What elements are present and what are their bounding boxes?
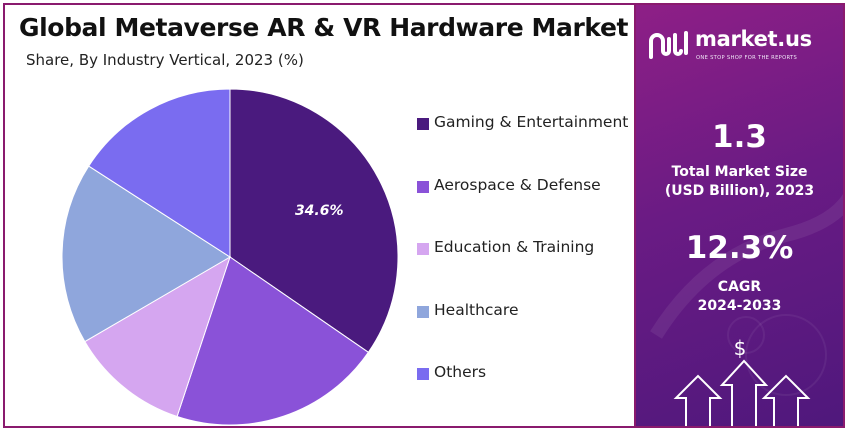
- legend-swatch: [417, 243, 429, 255]
- brand-name: market.us: [695, 27, 812, 51]
- legend-label: Education & Training: [434, 238, 595, 256]
- dollar-icon: $: [734, 336, 747, 360]
- arrows-background-graphic: $: [650, 193, 843, 426]
- market-size-value: 1.3: [712, 119, 767, 155]
- data-label-gaming-and-entertainment: 34.6%: [295, 203, 344, 219]
- pie-slice-aerospace-and-defense: [176, 256, 370, 426]
- brand: market.us ONE STOP SHOP FOR THE REPORTS: [648, 27, 838, 67]
- cagr-value: 12.3%: [685, 230, 794, 266]
- legend-label: Healthcare: [434, 300, 519, 319]
- legend-swatch: [417, 118, 429, 130]
- chart-title: Global Metaverse AR & VR Hardware Market: [19, 13, 629, 42]
- cagr-period: 2024-2033: [697, 298, 782, 314]
- market-us-logo-icon: [649, 31, 688, 59]
- brand-tagline: ONE STOP SHOP FOR THE REPORTS: [696, 55, 798, 61]
- summary-panel: $ market.us ONE STOP SHOP FOR THE REPORT…: [634, 3, 845, 428]
- legend-swatch: [417, 368, 429, 380]
- legend-swatch: [417, 305, 429, 318]
- market-size-label-line2: (USD Billion), 2023: [664, 183, 815, 199]
- cagr-label: CAGR: [717, 279, 762, 295]
- pie-chart: 34.6%: [61, 88, 399, 426]
- legend-label: Gaming & Entertainment: [434, 113, 629, 131]
- chart-panel: Global Metaverse AR & VR Hardware Market…: [3, 3, 634, 428]
- pie-slice-healthcare: [61, 165, 231, 343]
- chart-subtitle: Share, By Industry Vertical, 2023 (%): [26, 51, 304, 69]
- legend-swatch: [417, 180, 429, 193]
- legend-label: Others: [434, 363, 487, 381]
- pie-slice-others: [88, 88, 231, 258]
- pie-slice-education-and-training: [84, 255, 231, 418]
- market-size-label-line1: Total Market Size: [671, 164, 808, 180]
- legend-label: Aerospace & Defense: [434, 175, 601, 194]
- pie-slice-gaming-and-entertainment: [229, 88, 399, 353]
